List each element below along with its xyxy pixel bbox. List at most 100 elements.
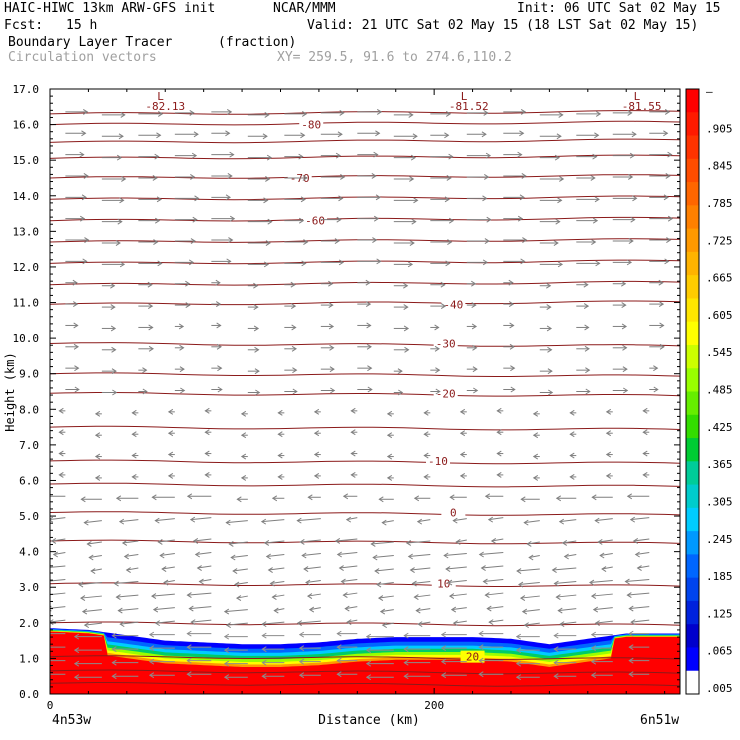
wind-vector-head: [111, 646, 117, 653]
colorbar-swatch: [686, 577, 699, 602]
wind-vector-head: [523, 622, 529, 629]
x-tick-label: 0: [47, 699, 54, 712]
wind-vector-head: [445, 566, 451, 572]
wind-vector-head: [496, 450, 502, 457]
wind-vector: [266, 553, 285, 557]
wind-vector-head: [423, 431, 429, 438]
wind-vector-head: [510, 365, 516, 372]
colorbar-swatch: [686, 89, 699, 113]
wind-vector-head: [94, 410, 101, 417]
wind-vector-head: [152, 606, 159, 613]
wind-vector-head: [240, 453, 247, 460]
wind-vector-head: [398, 389, 404, 396]
isotherm-line: [50, 459, 680, 465]
wind-vector-head: [113, 580, 119, 587]
wind-vector: [444, 552, 467, 556]
wind-vector: [558, 608, 577, 612]
wind-vector-head: [459, 408, 466, 415]
wind-vector-head: [365, 660, 372, 667]
wind-vector-head: [217, 386, 223, 393]
wind-vector-head: [178, 323, 185, 330]
wind-vector-head: [555, 218, 561, 225]
x-left-end-label: 4n53w: [52, 713, 91, 728]
wind-vector-head: [595, 260, 601, 267]
wind-vector-head: [590, 631, 597, 638]
wind-vector-head: [518, 581, 524, 588]
wind-vector: [406, 540, 431, 544]
wind-vector: [229, 541, 248, 545]
wind-vector-head: [118, 518, 125, 525]
wind-vector-head: [291, 345, 297, 352]
wind-vector: [517, 568, 540, 572]
colorbar-label: .665: [706, 272, 733, 285]
wind-vector-head: [263, 540, 270, 546]
wind-vector-head: [277, 452, 283, 459]
wind-vector-head: [157, 539, 163, 545]
wind-vector-head: [559, 621, 565, 628]
y-tick-label: 4.0: [19, 546, 39, 559]
wind-vector-head: [370, 541, 376, 547]
wind-vector-head: [590, 658, 597, 665]
wind-vector: [554, 581, 577, 585]
wind-vector-head: [547, 346, 553, 353]
y-tick-label: 1.0: [19, 652, 39, 665]
wind-vector-head: [516, 568, 522, 574]
colorbar-swatch: [686, 484, 699, 509]
wind-vector-head: [403, 282, 409, 289]
colorbar-label: .545: [706, 346, 733, 359]
wind-vector-head: [111, 346, 117, 353]
isotherm-line: [50, 621, 680, 627]
wind-vector-head: [386, 474, 393, 481]
wind-vector-head: [142, 388, 148, 395]
wind-vector-head: [336, 551, 342, 558]
wind-vector: [50, 517, 66, 520]
wind-vector-head: [526, 541, 532, 547]
wind-vector-head: [255, 389, 261, 396]
wind-vector-head: [601, 566, 607, 572]
wind-vector-head: [629, 152, 636, 159]
wind-vector-head: [590, 645, 597, 652]
wind-vector-head: [121, 176, 127, 182]
wind-vector-head: [381, 519, 387, 526]
colorbar-label: .845: [706, 160, 733, 173]
wind-vector: [564, 554, 577, 557]
wind-vector-head: [86, 541, 92, 547]
isotherm-line: [50, 539, 680, 545]
wind-vector-head: [157, 110, 164, 117]
wind-vector-head: [253, 325, 260, 332]
wind-vector: [635, 551, 650, 555]
wind-vector-head: [515, 633, 522, 640]
wind-vector-head: [265, 240, 271, 246]
wind-vector-head: [204, 450, 210, 457]
x-axis-title: Distance (km): [318, 713, 420, 728]
wind-vector-head: [298, 631, 305, 638]
wind-vector: [162, 566, 175, 570]
wind-vector-head: [486, 216, 492, 223]
wind-vector: [449, 593, 467, 597]
wind-vector-head: [403, 304, 409, 311]
wind-vector-head: [407, 553, 413, 560]
wind-vector-head: [448, 593, 455, 599]
wind-vector-head: [407, 261, 414, 268]
wind-vector-head: [119, 621, 125, 628]
wind-vector: [226, 622, 248, 626]
wind-vector-head: [112, 389, 118, 396]
wind-vector-head: [372, 554, 378, 561]
wind-vector-head: [228, 541, 234, 547]
wind-vector: [453, 620, 467, 624]
wind-vector-head: [84, 237, 90, 243]
wind-vector-head: [636, 565, 642, 571]
wind-vector-head: [254, 346, 260, 353]
wind-vector: [297, 620, 321, 624]
y-tick-label: 0.0: [19, 688, 39, 701]
wind-vector-head: [365, 279, 371, 286]
wind-vector-head: [478, 657, 484, 664]
wind-vector: [274, 608, 285, 612]
wind-vector-head: [490, 538, 497, 544]
wind-vector-head: [547, 368, 553, 375]
wind-vector-head: [225, 130, 231, 137]
wind-vector-head: [621, 323, 628, 330]
wind-vector-head: [193, 131, 199, 138]
wind-vector-head: [338, 195, 344, 202]
wind-vector: [416, 608, 431, 612]
